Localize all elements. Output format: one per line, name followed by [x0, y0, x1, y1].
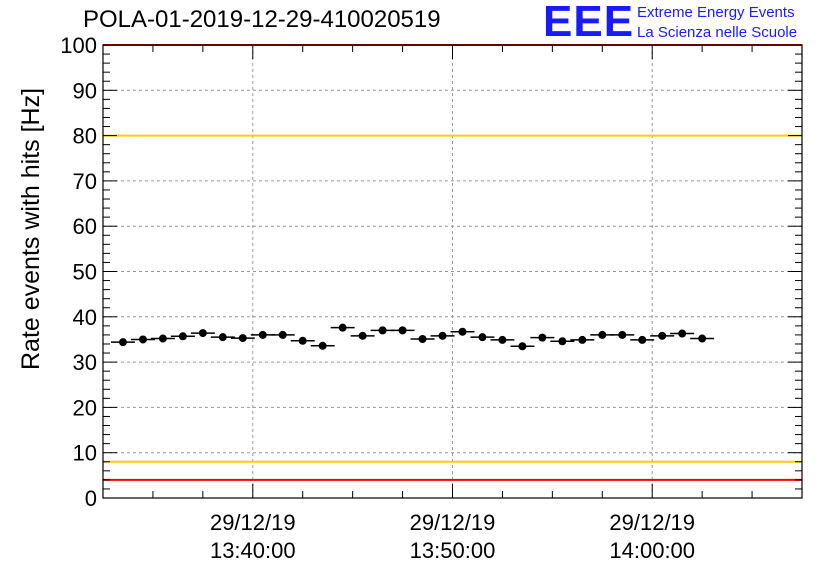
data-point: [578, 335, 587, 344]
data-point: [678, 329, 687, 338]
data-point: [198, 329, 207, 338]
x-tick-label-time: 14:00:00: [609, 538, 695, 563]
x-tick-label-date: 29/12/19: [609, 510, 695, 535]
data-point: [518, 342, 527, 351]
y-tick-label: 50: [73, 260, 97, 285]
y-tick-label: 0: [85, 486, 97, 511]
data-point: [398, 326, 407, 335]
logo-caption-line2: La Scienza nelle Scuole: [637, 24, 798, 41]
data-point: [258, 330, 267, 339]
x-tick-label-date: 29/12/19: [210, 510, 296, 535]
data-point: [278, 330, 287, 339]
eee-logo: EEE: [543, 0, 635, 46]
data-point: [298, 336, 307, 345]
data-point: [458, 327, 467, 336]
data-point: [158, 334, 167, 343]
data-point: [698, 334, 707, 343]
data-point: [238, 334, 247, 343]
logo-caption-line1: Extreme Energy Events: [637, 4, 795, 21]
y-tick-label: 90: [73, 78, 97, 103]
data-point: [598, 330, 607, 339]
data-point: [498, 335, 507, 344]
data-point: [538, 333, 547, 342]
data-point: [558, 337, 567, 346]
axes: [102, 44, 803, 499]
data-point: [218, 333, 227, 342]
data-series: [110, 323, 715, 351]
y-tick-label: 20: [73, 395, 97, 420]
data-point: [338, 323, 347, 332]
data-point: [438, 331, 447, 340]
data-point: [358, 331, 367, 340]
x-tick-label-time: 13:40:00: [210, 538, 296, 563]
data-point: [138, 335, 147, 344]
data-point: [618, 330, 627, 339]
data-point: [638, 335, 647, 344]
x-tick-label-date: 29/12/19: [410, 510, 496, 535]
grid: [103, 45, 802, 498]
data-point: [178, 332, 187, 341]
data-point: [418, 334, 427, 343]
data-point: [478, 333, 487, 342]
y-tick-label: 10: [73, 441, 97, 466]
data-point: [658, 331, 667, 340]
x-tick-label-time: 13:50:00: [410, 538, 496, 563]
data-point: [378, 326, 387, 335]
data-point: [118, 338, 127, 347]
y-axis-label: Rate events with hits [Hz]: [17, 87, 45, 370]
chart-title: POLA-01-2019-12-29-410020519: [83, 6, 441, 33]
logo-caption: Extreme Energy Events La Scienza nelle S…: [637, 3, 797, 43]
y-tick-label: 30: [73, 350, 97, 375]
y-tick-label: 100: [60, 33, 97, 58]
y-tick-label: 70: [73, 169, 97, 194]
y-tick-label: 80: [73, 124, 97, 149]
y-tick-label: 40: [73, 305, 97, 330]
y-tick-label: 60: [73, 214, 97, 239]
tick-labels: 0 10 20 30 40 50 60 70 80 90 100 29/12/19 13:40:00 29…: [60, 33, 695, 563]
data-point: [318, 341, 327, 350]
